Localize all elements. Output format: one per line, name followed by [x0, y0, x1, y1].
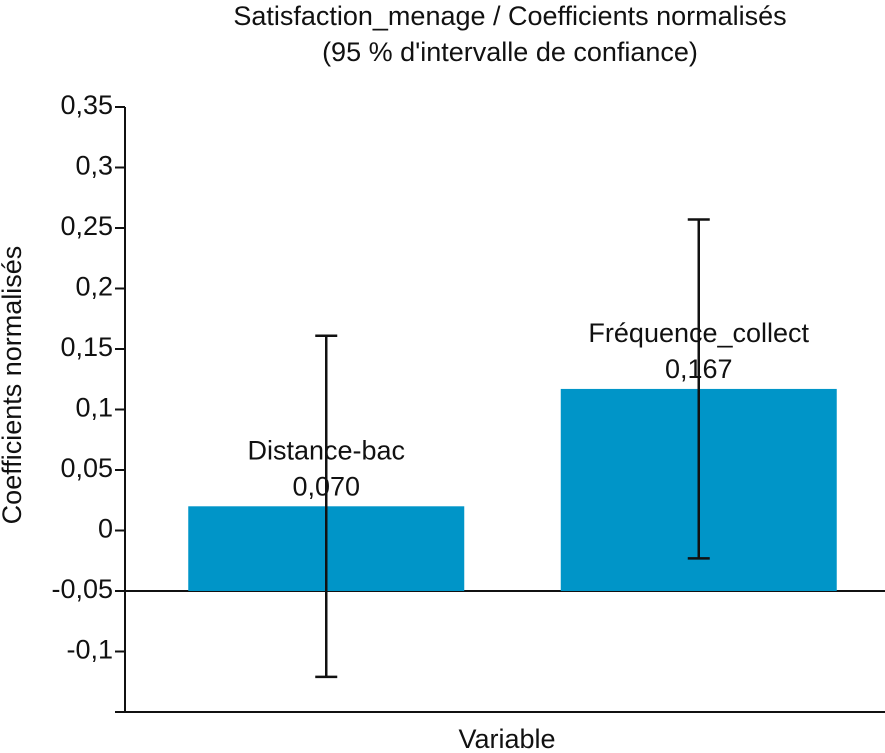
y-tick-label: 0,2 [75, 272, 113, 302]
x-axis-label: Variable [458, 724, 555, 753]
y-tick-label: 0,05 [60, 453, 113, 483]
category-label: Fréquence_collect [588, 318, 809, 348]
y-axis-label: Coefficients normalisés [0, 246, 27, 525]
category-label: Distance-bac [247, 435, 405, 465]
y-tick-label: -0,1 [66, 635, 113, 665]
y-tick-label: 0,25 [60, 211, 113, 241]
y-tick-label: 0,15 [60, 332, 113, 362]
chart-subtitle: (95 % d'intervalle de confiance) [322, 37, 698, 67]
value-label: 0,167 [665, 354, 733, 384]
y-tick-label: 0,1 [75, 393, 113, 423]
y-tick-label: 0 [98, 514, 113, 544]
y-tick-label: 0,35 [60, 90, 113, 120]
chart-title: Satisfaction_menage / Coefficients norma… [233, 1, 786, 31]
y-tick-label: 0,3 [75, 151, 113, 181]
value-label: 0,070 [292, 471, 360, 501]
y-tick-label: -0,05 [51, 574, 113, 604]
